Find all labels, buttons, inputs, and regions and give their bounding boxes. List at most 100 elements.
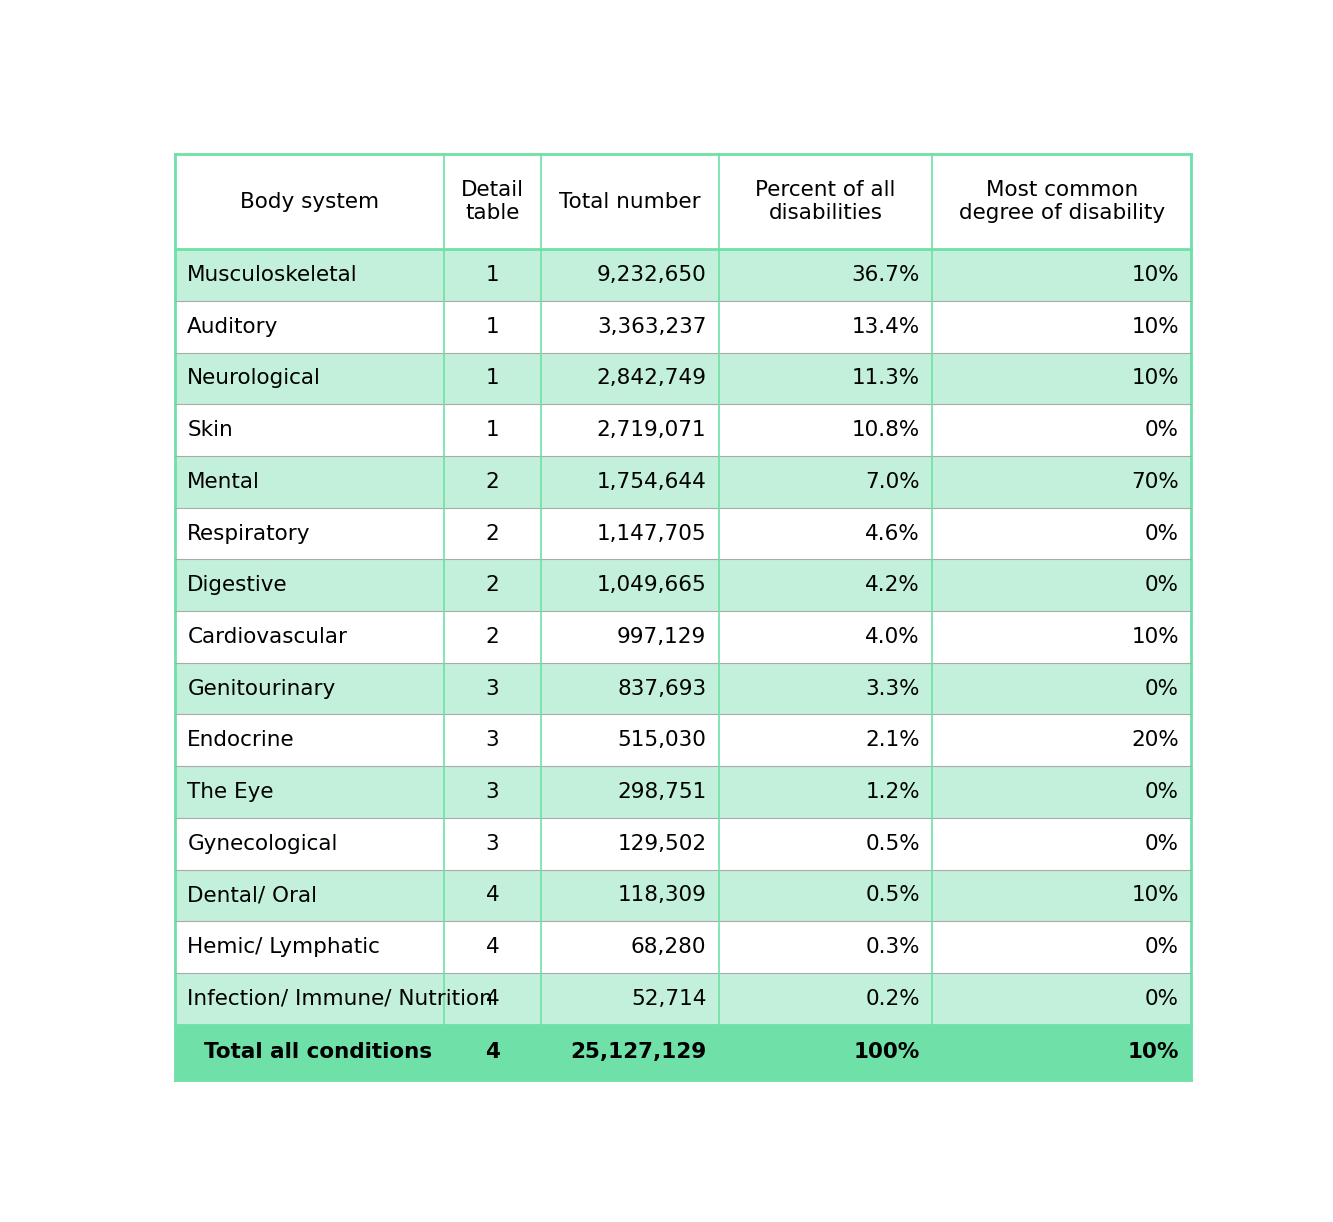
Bar [932,301,1192,353]
Text: 4: 4 [485,886,500,906]
Bar [444,353,541,404]
Text: 0.5%: 0.5% [865,886,920,906]
Bar [718,404,932,456]
Text: The Eye: The Eye [187,782,273,802]
Text: 3: 3 [485,833,500,854]
Text: Genitourinary: Genitourinary [187,678,336,699]
Text: 52,714: 52,714 [631,989,706,1009]
Bar [444,301,541,353]
Text: 3: 3 [485,731,500,750]
Bar [541,818,718,870]
Bar [444,818,541,870]
Text: 0.3%: 0.3% [865,937,920,957]
Bar [444,404,541,456]
Bar [541,766,718,818]
Text: 68,280: 68,280 [631,937,706,957]
Bar [932,154,1192,249]
Text: 25,127,129: 25,127,129 [571,1042,706,1062]
Text: 10%: 10% [1132,369,1180,389]
Bar [932,249,1192,301]
Text: 10%: 10% [1132,265,1180,285]
Text: 10%: 10% [1128,1042,1180,1062]
Text: 1: 1 [485,316,500,337]
Bar [175,560,444,611]
Bar [541,560,718,611]
Text: 298,751: 298,751 [617,782,706,802]
Bar [932,611,1192,662]
Text: 10%: 10% [1132,886,1180,906]
Bar [444,662,541,715]
Text: 3.3%: 3.3% [865,678,920,699]
Text: 129,502: 129,502 [617,833,706,854]
Bar [718,249,932,301]
Text: Cardiovascular: Cardiovascular [187,627,348,646]
Bar [541,154,718,249]
Text: 2.1%: 2.1% [865,731,920,750]
Bar [718,611,932,662]
Text: 0%: 0% [1145,782,1180,802]
Bar [541,715,718,766]
Bar [932,973,1192,1025]
Bar [175,249,444,301]
Bar [444,249,541,301]
Text: 11.3%: 11.3% [852,369,920,389]
Text: 10%: 10% [1132,316,1180,337]
Bar [932,456,1192,507]
Bar [175,921,444,973]
Bar [541,921,718,973]
Text: Most common
degree of disability: Most common degree of disability [958,180,1165,224]
Text: 3: 3 [485,782,500,802]
Bar [718,870,932,921]
Text: Percent of all
disabilities: Percent of all disabilities [756,180,896,224]
Bar [444,456,541,507]
Bar [932,1025,1192,1080]
Bar [932,560,1192,611]
Text: 1.2%: 1.2% [865,782,920,802]
Text: 10.8%: 10.8% [852,420,920,440]
Bar [444,1025,541,1080]
Text: 2: 2 [485,472,500,492]
Bar [175,870,444,921]
Bar [718,662,932,715]
Text: 4: 4 [485,989,500,1009]
Bar [718,507,932,560]
Text: 10%: 10% [1132,627,1180,646]
Text: 118,309: 118,309 [617,886,706,906]
Text: 0.5%: 0.5% [865,833,920,854]
Bar [932,921,1192,973]
Text: Digestive: Digestive [187,576,288,595]
Text: Skin: Skin [187,420,233,440]
Text: Total number: Total number [559,192,701,211]
Bar [718,818,932,870]
Bar [541,662,718,715]
Text: 0%: 0% [1145,523,1180,544]
Text: 4: 4 [485,1042,500,1062]
Text: 0.2%: 0.2% [865,989,920,1009]
Bar [541,353,718,404]
Text: Gynecological: Gynecological [187,833,337,854]
Bar [175,766,444,818]
Bar [718,456,932,507]
Bar [444,715,541,766]
Text: Mental: Mental [187,472,260,492]
Bar [175,301,444,353]
Text: 70%: 70% [1132,472,1180,492]
Bar [444,973,541,1025]
Text: 1,049,665: 1,049,665 [597,576,706,595]
Bar [175,973,444,1025]
Bar [541,611,718,662]
Text: Infection/ Immune/ Nutrition: Infection/ Immune/ Nutrition [187,989,493,1009]
Text: 0%: 0% [1145,576,1180,595]
Bar [932,818,1192,870]
Text: 1: 1 [485,420,500,440]
Bar [541,249,718,301]
Text: 2: 2 [485,576,500,595]
Text: Endocrine: Endocrine [187,731,295,750]
Text: 0%: 0% [1145,678,1180,699]
Bar [718,973,932,1025]
Bar [175,1025,444,1080]
Text: 1,754,644: 1,754,644 [596,472,706,492]
Bar [444,507,541,560]
Text: Musculoskeletal: Musculoskeletal [187,265,359,285]
Bar [932,662,1192,715]
